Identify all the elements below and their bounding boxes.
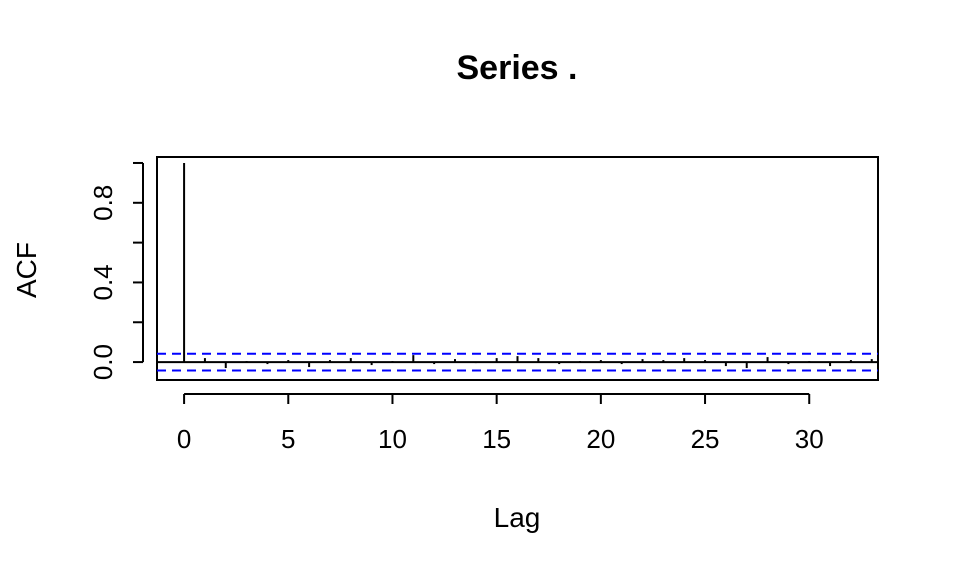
- x-tick-label: 20: [586, 424, 615, 454]
- y-tick-label: 0.0: [88, 344, 118, 380]
- x-tick-label: 0: [177, 424, 191, 454]
- y-tick-label: 0.8: [88, 185, 118, 221]
- y-tick-label: 0.4: [88, 264, 118, 300]
- x-tick-label: 30: [795, 424, 824, 454]
- x-tick-label: 10: [378, 424, 407, 454]
- x-tick-label: 15: [482, 424, 511, 454]
- x-tick-label: 25: [691, 424, 720, 454]
- chart-title: Series .: [457, 49, 578, 87]
- x-tick-label: 5: [281, 424, 295, 454]
- plot-area: 0 5 10 15 20 25 30 0.0 0.4 0.8: [88, 156, 879, 454]
- y-axis-label: ACF: [11, 242, 42, 298]
- plot-frame: [156, 156, 879, 381]
- x-axis-label: Lag: [494, 502, 541, 533]
